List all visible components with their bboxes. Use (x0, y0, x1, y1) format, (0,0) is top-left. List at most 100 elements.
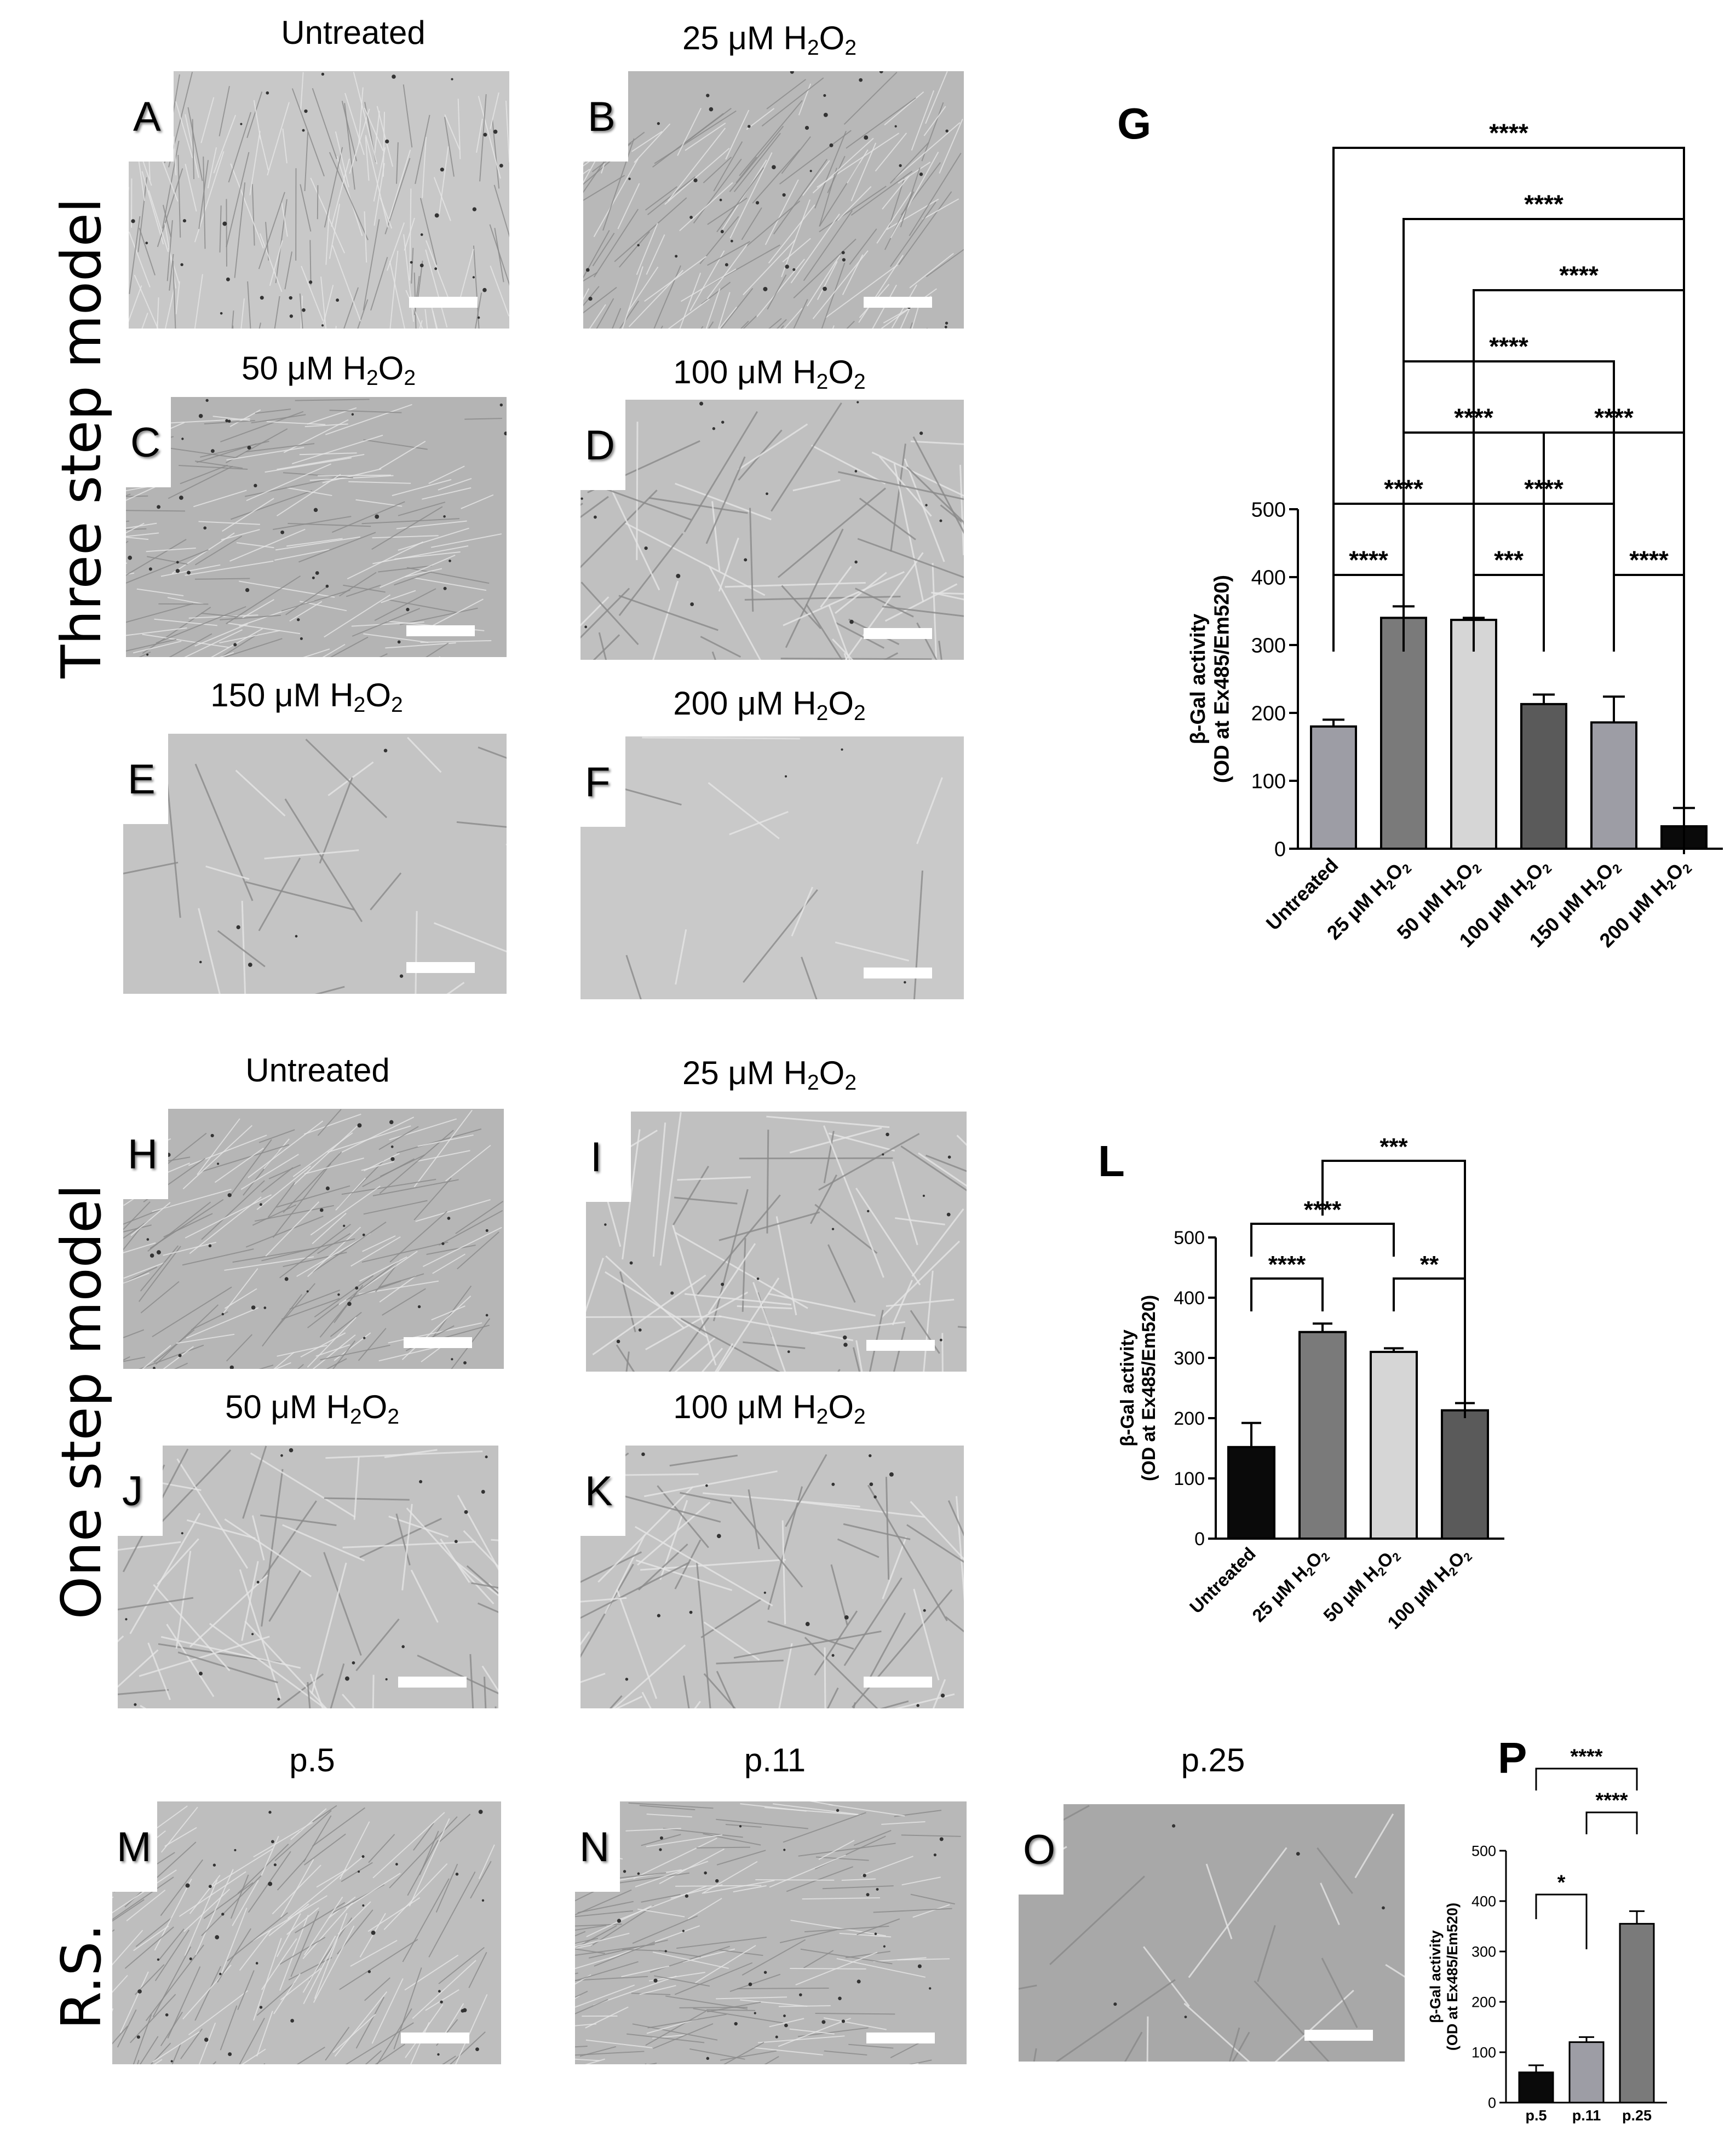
panel-notch (123, 1109, 168, 1199)
y-tick-label: 500 (1471, 1843, 1496, 1859)
significance-label: **** (1349, 546, 1388, 574)
y-axis-label-2: (OD at Ex485/Em520) (1444, 1903, 1461, 2051)
micrograph-F: F (580, 736, 964, 999)
scale-bar (409, 297, 478, 308)
panel-notch (112, 1801, 157, 1892)
panel-letter-G: G (1117, 99, 1152, 148)
panel-letter-H: H (128, 1131, 158, 1178)
panel-caption-M: p.5 (289, 1742, 335, 1778)
bar-2 (1450, 619, 1497, 850)
bar-1 (1380, 617, 1427, 850)
panel-letter-J: J (122, 1468, 143, 1515)
significance-label: **** (1489, 332, 1528, 361)
x-tick-label: p.25 (1622, 2107, 1652, 2123)
panel-notch (580, 1446, 625, 1536)
significance-bracket (1535, 1767, 1638, 1790)
y-tick-label: 200 (1471, 1994, 1496, 2010)
scale-bar (1304, 2030, 1373, 2041)
section-label-three-step: Three step model (49, 198, 113, 678)
panel-letter-N: N (579, 1824, 610, 1870)
y-tick-label: 500 (1174, 1228, 1205, 1248)
micrograph-H: H (123, 1109, 504, 1369)
panel-notch (123, 734, 168, 824)
scale-bar (864, 297, 932, 308)
panel-notch (583, 71, 628, 162)
y-tick-label: 0 (1488, 2094, 1496, 2111)
significance-label: ** (1420, 1251, 1439, 1278)
panel-notch (129, 71, 174, 162)
section-label-rs: R.S. (49, 1924, 113, 2030)
y-tick-label: 100 (1471, 2044, 1496, 2060)
y-tick-label: 400 (1174, 1288, 1205, 1309)
micrograph-K: K (580, 1446, 964, 1708)
significance-label: *** (1494, 546, 1524, 574)
y-tick-label: 400 (1251, 566, 1286, 589)
bar-0 (1518, 2071, 1554, 2104)
panel-caption-K: 100 μM H2O2 (673, 1389, 866, 1429)
y-tick-label: 300 (1174, 1348, 1205, 1369)
y-axis-label-2: (OD at Ex485/Em520) (1139, 1295, 1159, 1481)
x-tick-label: Untreated (1186, 1543, 1260, 1617)
y-axis-label-2: (OD at Ex485/Em520) (1211, 575, 1234, 783)
panel-letter-C: C (130, 419, 160, 466)
scale-bar (866, 2033, 935, 2043)
scale-bar (864, 628, 932, 639)
chart-g: 0 100 200 300 400 500 β-Gal activity (OD at Ex4… (1187, 119, 1723, 952)
y-tick-label: 100 (1174, 1469, 1205, 1489)
y-axis-label: β-Gal activity (1427, 1930, 1444, 2023)
panel-letter-I: I (590, 1134, 602, 1181)
significance-label: **** (1559, 261, 1599, 290)
micrograph-E: E (123, 734, 507, 994)
panel-caption-D: 100 μM H2O2 (673, 354, 866, 394)
significance-bracket (1321, 1160, 1466, 1418)
x-tick-label: 25 μM H2O2 (1248, 1543, 1332, 1627)
x-tick-label: p.5 (1525, 2107, 1547, 2123)
panel-caption-I: 25 μM H2O2 (682, 1055, 857, 1095)
significance-label: **** (1268, 1251, 1306, 1278)
section-label-one-step: One step model (49, 1184, 113, 1620)
significance-label: **** (1570, 1746, 1602, 1769)
scale-bar (404, 1337, 472, 1348)
y-tick-label: 300 (1471, 1943, 1496, 1960)
significance-bracket (1332, 147, 1685, 652)
significance-bracket (1250, 1277, 1324, 1311)
x-tick-label: p.11 (1572, 2107, 1601, 2123)
significance-bracket (1250, 1223, 1395, 1257)
y-tick-label: 300 (1251, 634, 1286, 657)
significance-bracket (1535, 1893, 1588, 1949)
micrograph-N: N (575, 1801, 967, 2064)
panel-caption-N: p.11 (744, 1742, 806, 1778)
y-axis-label: β-Gal activity (1117, 1329, 1138, 1447)
panel-letter-L: L (1098, 1137, 1125, 1185)
scale-bar (406, 625, 475, 636)
panel-notch (126, 397, 171, 487)
panel-letter-E: E (128, 756, 156, 803)
scale-bar (864, 968, 932, 978)
significance-label: **** (1489, 119, 1528, 147)
y-tick-label: 100 (1251, 770, 1286, 793)
y-axis-label: β-Gal activity (1187, 614, 1210, 745)
chart-l: 0 100 200 300 400 500 β-Gal activity (OD at Ex4… (1117, 1133, 1504, 1633)
micrograph-I: I (586, 1112, 967, 1372)
significance-label: **** (1524, 190, 1563, 218)
scale-bar (398, 1677, 467, 1688)
significance-label: **** (1595, 1789, 1628, 1812)
scale-bar (864, 1677, 932, 1688)
panel-letter-A: A (133, 94, 161, 140)
micrograph-J: J (118, 1446, 498, 1708)
micrograph-A: A (129, 71, 509, 329)
bar-3 (1441, 1409, 1489, 1540)
y-tick-label: 200 (1174, 1408, 1205, 1429)
panel-letter-P: P (1498, 1734, 1527, 1782)
micrograph-B: B (583, 71, 964, 329)
panel-notch (118, 1446, 163, 1536)
panel-letter-O: O (1023, 1827, 1056, 1873)
panel-caption-B: 25 μM H2O2 (682, 20, 857, 60)
y-tick-label: 0 (1194, 1529, 1205, 1550)
chart-p: 0 100 200 300 400 500 β-Gal activity (OD at Ex4… (1427, 1746, 1667, 2123)
bar-4 (1590, 721, 1637, 850)
panel-notch (575, 1801, 620, 1892)
panel-caption-A: Untreated (281, 14, 426, 51)
bar-1 (1568, 2041, 1605, 2104)
panel-notch (586, 1112, 631, 1202)
